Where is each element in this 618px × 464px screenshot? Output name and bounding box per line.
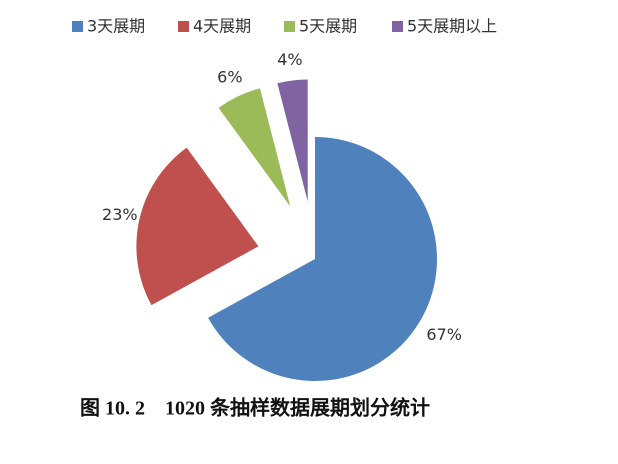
pie-slice [218,88,291,207]
pie-slice [208,137,437,381]
legend-label: 4天展期 [193,17,251,36]
legend-label: 5天展期 [299,17,357,36]
value-label: 4% [277,50,302,69]
value-label: 67% [426,325,462,344]
pie-slice [136,147,259,306]
legend-swatch [72,21,83,32]
legend-swatch [284,21,295,32]
value-label: 6% [217,68,242,87]
pie-slice [277,79,308,202]
chart-title: 图 10. 2 1020 条抽样数据展期划分统计 [80,396,430,420]
legend-label: 3天展期 [87,17,145,36]
value-label: 23% [102,205,138,224]
legend-label: 5天展期以上 [407,17,497,36]
legend-swatch [392,21,403,32]
legend-swatch [178,21,189,32]
